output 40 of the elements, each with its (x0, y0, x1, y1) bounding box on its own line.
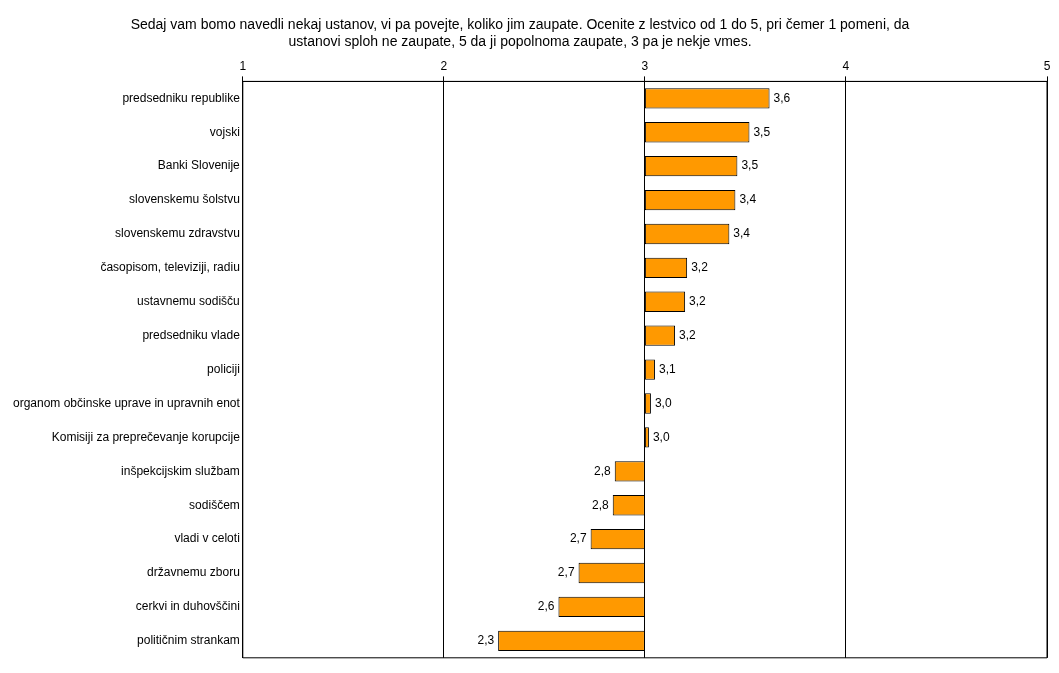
x-tick-label: 3 (641, 58, 649, 73)
y-tick-label: inšpekcijskim službam (121, 463, 240, 478)
y-tick-label: državnemu zboru (147, 565, 240, 580)
y-tick-label: predsedniku vlade (142, 328, 241, 343)
data-label: 3,1 (658, 361, 676, 376)
data-label: 3,0 (652, 429, 670, 444)
y-tick-label: policiji (207, 361, 240, 376)
data-label: 2,7 (569, 531, 587, 546)
y-tick-label: časopisom, televiziji, radiu (100, 260, 240, 275)
y-tick-label: sodiščem (189, 497, 240, 512)
data-label: 3,4 (733, 226, 751, 241)
y-tick-label: vojski (209, 124, 240, 139)
y-tick-label: ustavnemu sodišču (137, 294, 240, 309)
y-tick-label: slovenskemu zdravstvu (115, 226, 240, 241)
data-label: 3,5 (753, 124, 771, 139)
y-tick-label: slovenskemu šolstvu (129, 192, 240, 207)
y-tick-label: političnim strankam (137, 633, 240, 648)
x-tick-label: 4 (842, 58, 850, 73)
data-label: 2,3 (477, 633, 495, 648)
data-label: 2,8 (592, 497, 610, 512)
data-label: 2,8 (594, 463, 612, 478)
x-tick-label: 2 (440, 58, 448, 73)
data-label: 3,2 (679, 328, 697, 343)
data-label: 3,5 (741, 158, 759, 173)
data-label: 3,6 (773, 90, 791, 105)
y-tick-label: predsedniku republike (122, 90, 241, 105)
y-tick-label: Banki Slovenije (157, 158, 241, 173)
y-tick-label: vladi v celoti (174, 531, 240, 546)
y-tick-label: Komisiji za preprečevanje korupcije (51, 429, 241, 444)
data-label: 3,2 (689, 294, 707, 309)
data-label: 3,0 (654, 395, 672, 410)
chart-title: Sedaj vam bomo navedli nekaj ustanov, vi pa povejte, koliko jim zaupate. Ocenite z lestvico od 1 do 5, pri čemer 1 pomeni, da ustanovi sploh ne zaupate, 5 da ji popolnoma zaupate, 3 pa je nekje vmes. (130, 16, 910, 50)
data-label: 3,4 (739, 192, 757, 207)
y-tick-label: cerkvi in duhovščini (135, 599, 240, 614)
y-tick-label: organom občinske uprave in upravnih enot (13, 395, 241, 410)
x-tick-label: 1 (239, 58, 247, 73)
x-tick-label: 5 (1043, 58, 1051, 73)
data-label: 3,2 (691, 260, 709, 275)
data-label: 2,6 (537, 599, 555, 614)
data-label: 2,7 (557, 565, 575, 580)
